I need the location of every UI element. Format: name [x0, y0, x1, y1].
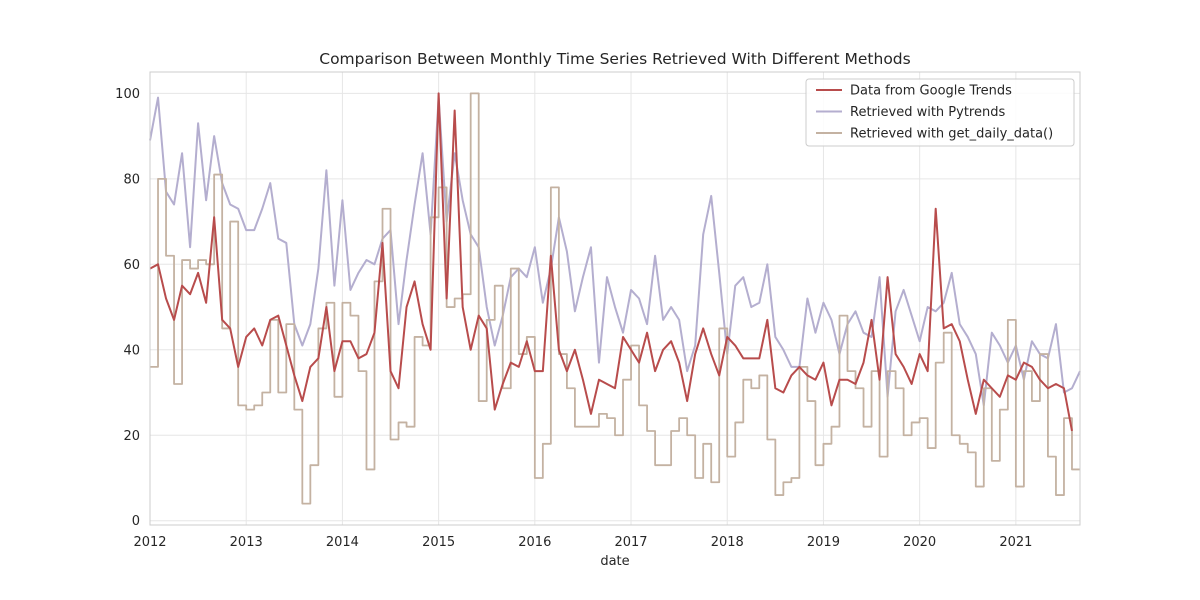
x-tick-label: 2016 [518, 535, 551, 550]
series-line-2 [149, 96, 1081, 407]
x-tick-label: 2015 [422, 535, 455, 550]
y-tick-label: 0 [132, 514, 140, 529]
legend-box [805, 78, 1075, 147]
legend-entry-label: Retrieved with get_daily_data() [850, 127, 1053, 142]
x-tick-label: 2012 [133, 535, 166, 550]
x-tick-label: 2019 [807, 535, 840, 550]
chart-title: Comparison Between Monthly Time Series R… [319, 50, 910, 68]
plot-frame [149, 71, 1081, 526]
x-tick-label: 2021 [999, 535, 1032, 550]
x-axis-ticks: 2012 2013 2014 2015 2016 2017 2018 2019 2020 2021 [133, 535, 1032, 550]
y-tick-label: 20 [123, 429, 140, 444]
x-tick-label: 2014 [326, 535, 359, 550]
x-tick-label: 2020 [903, 535, 936, 550]
y-tick-label: 100 [115, 87, 140, 102]
x-tick-label: 2017 [614, 535, 647, 550]
plot-area [150, 72, 1080, 525]
y-tick-label: 60 [123, 258, 140, 273]
series-line-3 [150, 92, 1080, 505]
legend-entry-label: Retrieved with Pytrends [850, 105, 1005, 120]
y-tick-label: 40 [123, 343, 140, 358]
legend-entry-label: Data from Google Trends [850, 84, 1012, 99]
y-axis-ticks: 0 20 40 60 80 100 [115, 87, 140, 529]
series-lines [149, 92, 1081, 505]
legend: Data from Google Trends Retrieved with Py… [805, 78, 1075, 147]
series-line-1 [149, 92, 1073, 432]
x-tick-label: 2018 [711, 535, 744, 550]
x-tick-label: 2013 [230, 535, 263, 550]
x-axis-label: date [600, 554, 629, 569]
y-tick-label: 80 [123, 172, 140, 187]
